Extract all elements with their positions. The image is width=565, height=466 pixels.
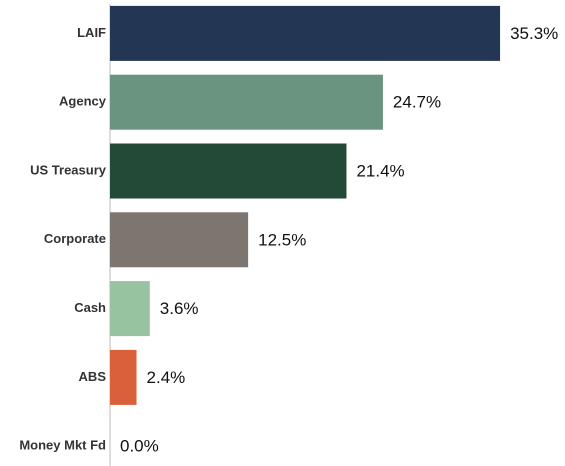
bar	[110, 143, 347, 199]
category-label: Cash	[74, 300, 106, 315]
category-label: ABS	[79, 369, 107, 384]
category-label: LAIF	[77, 25, 106, 40]
value-label: 21.4%	[356, 161, 404, 180]
category-label: Money Mkt Fd	[19, 438, 106, 453]
bar	[110, 349, 137, 405]
bar	[110, 74, 383, 130]
value-label: 2.4%	[147, 368, 186, 387]
bar	[110, 281, 150, 337]
bar	[110, 5, 501, 61]
value-label: 3.6%	[160, 299, 199, 318]
category-label: Agency	[59, 94, 107, 109]
value-label: 12.5%	[258, 230, 306, 249]
category-label: Corporate	[44, 231, 106, 246]
value-label: 0.0%	[120, 437, 159, 456]
value-label: 24.7%	[393, 93, 441, 112]
category-label: US Treasury	[30, 162, 107, 177]
bar	[110, 212, 249, 268]
value-label: 35.3%	[510, 24, 558, 43]
